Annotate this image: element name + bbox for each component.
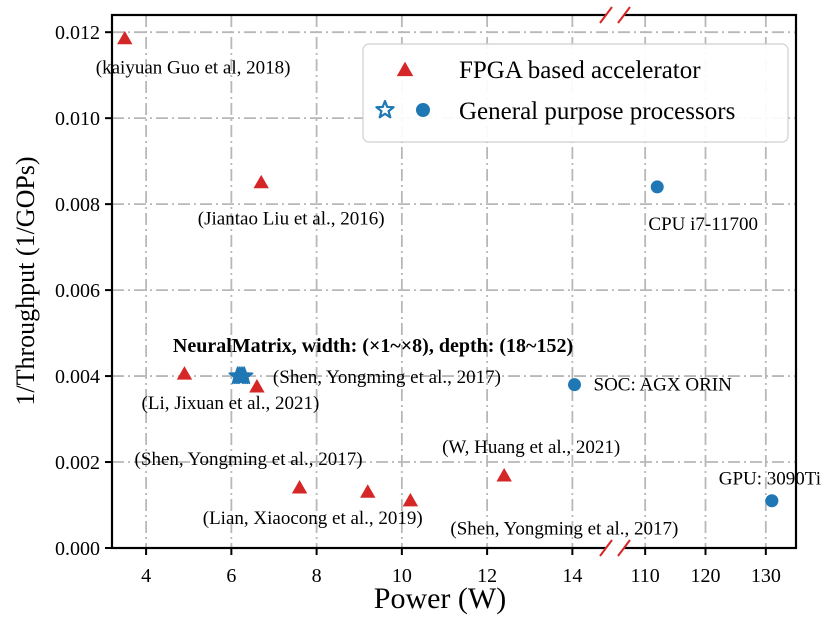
- legend-entry-general: General purpose processors: [459, 98, 735, 125]
- x-tick-label: 6: [226, 565, 236, 587]
- plot-frame: [110, 13, 798, 550]
- fpga-point-marker: [360, 484, 376, 498]
- axis-break-slash: [617, 6, 631, 24]
- fpga-point-marker: [402, 492, 419, 507]
- y-tick-label: 0.002: [55, 452, 100, 474]
- x-tick-label: 12: [477, 565, 497, 587]
- fpga-point-marker: [117, 30, 133, 45]
- axis-break-slash: [599, 539, 613, 557]
- x-tick-label: 4: [141, 565, 151, 587]
- legend-marker-triangle: [396, 61, 414, 77]
- x-tick-label: 10: [392, 565, 412, 587]
- fpga-point-label: (Jiantao Liu et al., 2016): [198, 209, 385, 230]
- x-tick-label: 110: [631, 565, 660, 587]
- general-purpose-point-label: GPU: 3090Ti: [719, 469, 821, 490]
- data-labels: (kaiyuan Guo et al, 2018) (Jiantao Liu et…: [96, 58, 821, 540]
- axis-ticks: 4 6 8 10 12 14 110 120 130 0.000 0.002 0.004 0.006 0.…: [55, 22, 781, 587]
- y-tick-label: 0.006: [55, 280, 100, 302]
- fpga-point-marker: [176, 366, 193, 380]
- fpga-point-label: (W, Huang et al., 2021): [442, 437, 620, 458]
- x-tick-label: 120: [691, 565, 721, 587]
- general-purpose-point-marker: [765, 494, 779, 508]
- axis-break-slash: [599, 6, 613, 24]
- fpga-point-label: (Lian, Xiaocong et al., 2019): [203, 508, 423, 529]
- fpga-point-marker: [253, 174, 269, 189]
- legend-markers: [375, 61, 430, 119]
- fpga-point-label: (Shen, Yongming et al., 2017): [135, 449, 363, 470]
- y-tick-label: 0.008: [55, 194, 100, 216]
- x-tick-label: 8: [312, 565, 322, 587]
- legend-box: [362, 43, 789, 143]
- fpga-point-marker: [249, 378, 265, 393]
- legend-marker-star: [375, 99, 395, 119]
- axis-break-slash: [617, 539, 631, 557]
- axis-break-gap: [606, 544, 624, 552]
- axis-break-marks: [599, 6, 631, 557]
- y-tick-label: 0.012: [55, 22, 100, 44]
- legend-marker-circle: [416, 103, 430, 117]
- data-points: [117, 30, 779, 508]
- fpga-point-marker: [496, 467, 512, 482]
- y-axis-label: 1/Throughput (1/GOPs): [11, 156, 40, 405]
- fpga-point-label: (Li, Jixuan et al., 2021): [142, 393, 320, 414]
- x-tick-label: 14: [562, 565, 582, 587]
- x-axis-label: Power (W): [374, 582, 506, 615]
- general-purpose-point-label: SOC: AGX ORIN: [594, 375, 733, 396]
- fpga-point-label: (Shen, Yongming et al., 2017): [450, 519, 678, 540]
- neuralmatrix-point-marker: [234, 366, 254, 385]
- legend-entry-fpga: FPGA based accelerator: [459, 57, 701, 84]
- general-purpose-point-marker: [650, 180, 664, 194]
- general-purpose-point-label: CPU i7-11700: [648, 214, 758, 235]
- fpga-point-label: (Shen, Yongming et al., 2017): [273, 367, 501, 388]
- y-tick-label: 0.010: [55, 108, 100, 130]
- legend: FPGA based accelerator General purpose p…: [362, 43, 789, 143]
- y-tick-label: 0.000: [55, 538, 100, 560]
- y-tick-label: 0.004: [55, 366, 100, 388]
- neuralmatrix-label: NeuralMatrix, width: (×1~×8), depth: (18…: [173, 335, 573, 357]
- axis-break-gap: [606, 11, 624, 19]
- fpga-point-marker: [291, 480, 308, 494]
- fpga-point-label: (kaiyuan Guo et al, 2018): [96, 58, 291, 79]
- x-tick-label: 130: [751, 565, 781, 587]
- general-purpose-point-marker: [568, 378, 582, 392]
